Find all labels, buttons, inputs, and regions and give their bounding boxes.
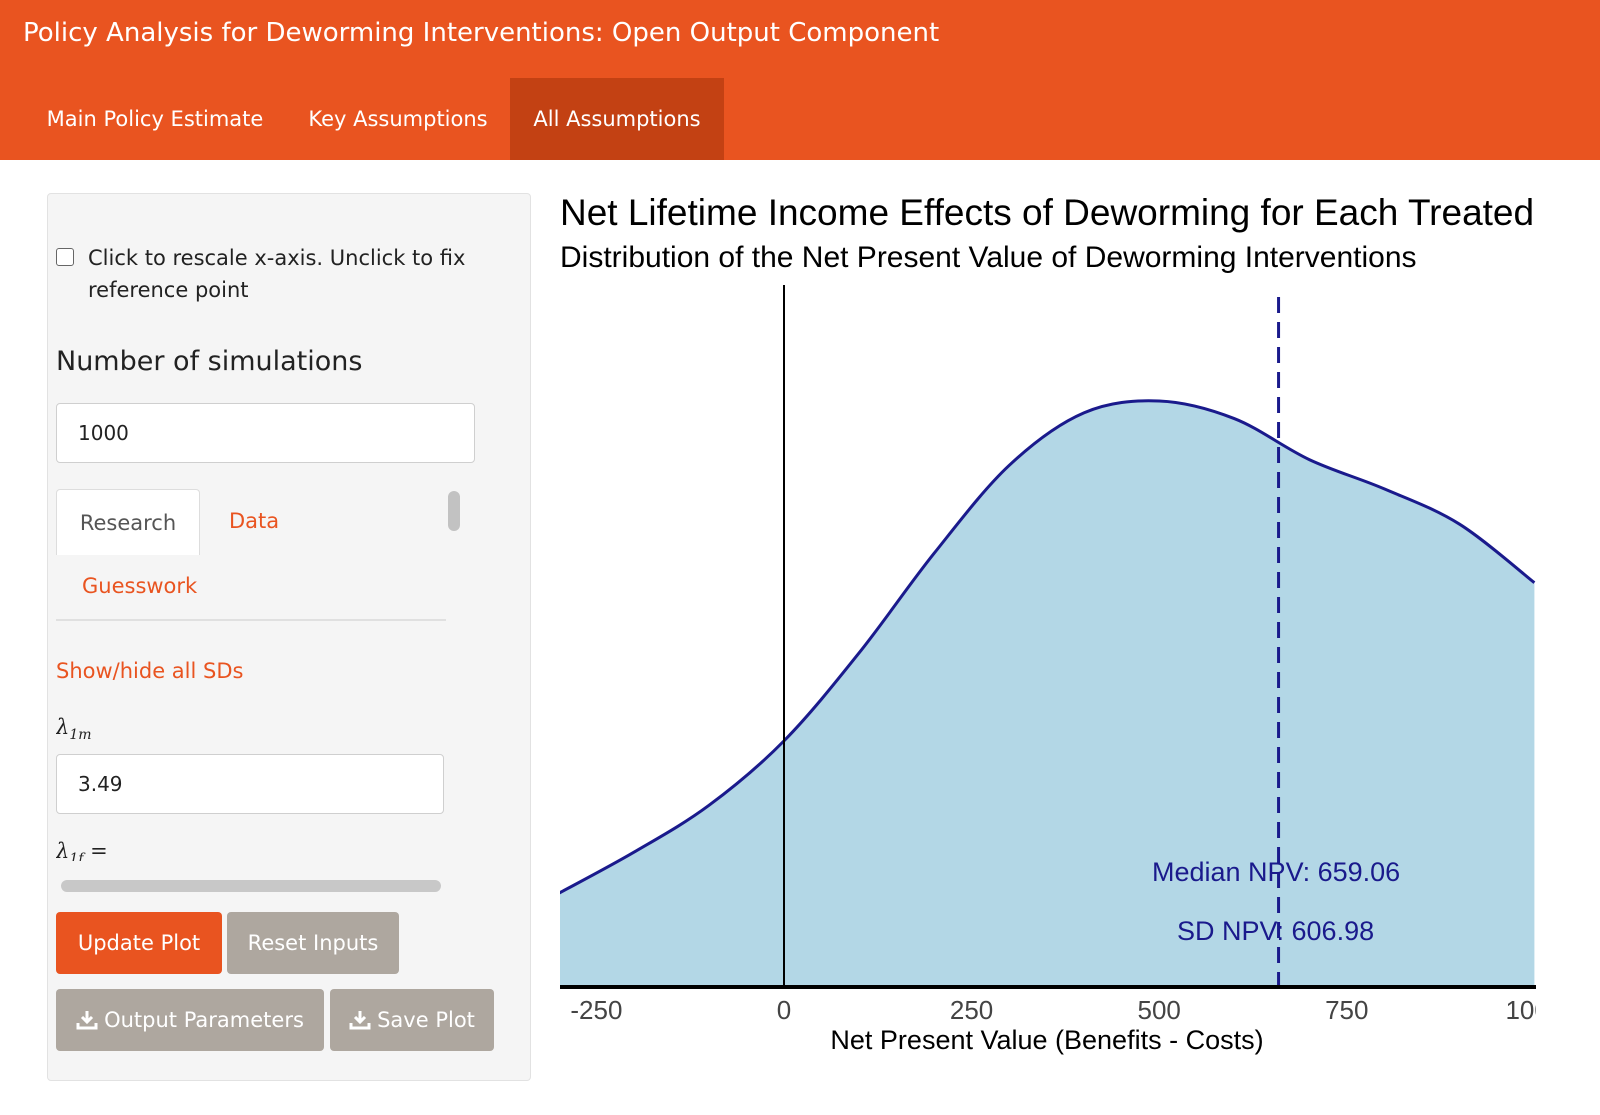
- tab-main-policy-estimate[interactable]: Main Policy Estimate: [46, 107, 264, 131]
- lambda-1f-subscript: 1f: [69, 851, 84, 861]
- density-area: [560, 400, 1535, 987]
- subtab-guesswork[interactable]: Guesswork: [82, 574, 198, 598]
- lambda-1f-symbol: λ: [56, 839, 70, 861]
- save-plot-button[interactable]: Save Plot: [330, 989, 494, 1051]
- subtab-divider: [56, 619, 446, 621]
- sd-npv-annotation: SD NPV: 606.98: [1177, 916, 1374, 946]
- npv-chart-svg: Net Lifetime Income Effects of Deworming…: [560, 192, 1563, 1055]
- tab-all-assumptions[interactable]: All Assumptions: [510, 78, 724, 160]
- download-icon: [76, 1011, 98, 1030]
- x-tick-label: 250: [950, 995, 993, 1025]
- update-plot-button[interactable]: Update Plot: [56, 912, 222, 974]
- lambda-1m-symbol: λ: [56, 715, 70, 739]
- app-title: Policy Analysis for Deworming Interventi…: [23, 18, 940, 48]
- download-icon: [349, 1011, 371, 1030]
- subtab-data[interactable]: Data: [229, 509, 280, 533]
- save-plot-label: Save Plot: [377, 1008, 475, 1032]
- chart-title: Net Lifetime Income Effects of Deworming…: [560, 192, 1534, 233]
- show-hide-sds-link[interactable]: Show/hide all SDs: [56, 659, 244, 683]
- simulations-label: Number of simulations: [56, 346, 363, 377]
- density-curve: [560, 399, 1536, 895]
- lambda-1m-subscript: 1m: [69, 727, 92, 744]
- rescale-label: Click to rescale x-axis. Unclick to fix …: [88, 246, 466, 302]
- assumptions-scroll-panel[interactable]: Research Data Guesswork Show/hide all SD…: [56, 489, 484, 887]
- lambda-1m-input[interactable]: 3.49: [56, 754, 444, 814]
- subtab-research[interactable]: Research: [56, 489, 200, 555]
- rescale-checkbox[interactable]: [56, 248, 74, 266]
- x-tick-label: 750: [1325, 995, 1368, 1025]
- lambda-1f-label: λ1f =: [56, 839, 108, 861]
- vertical-scrollbar-thumb[interactable]: [448, 491, 460, 531]
- output-parameters-button[interactable]: Output Parameters: [56, 989, 324, 1051]
- output-parameters-label: Output Parameters: [104, 1008, 304, 1032]
- tab-key-assumptions[interactable]: Key Assumptions: [308, 107, 488, 131]
- x-tick-label: 500: [1138, 995, 1181, 1025]
- npv-chart: Net Lifetime Income Effects of Deworming…: [560, 185, 1600, 1115]
- x-tick-label: -250: [570, 995, 622, 1025]
- vertical-scrollbar[interactable]: [448, 491, 460, 601]
- chart-subtitle: Distribution of the Net Present Value of…: [560, 241, 1417, 274]
- lambda-1m-label: λ1m: [56, 715, 92, 743]
- simulations-input[interactable]: 1000: [56, 403, 475, 463]
- sidebar-panel: Click to rescale x-axis. Unclick to fix …: [47, 193, 531, 1081]
- x-axis-label: Net Present Value (Benefits - Costs): [830, 1025, 1263, 1055]
- median-npv-annotation: Median NPV: 659.06: [1152, 857, 1400, 887]
- lambda-1f-equals: =: [83, 839, 108, 861]
- x-tick-label: 1000: [1505, 995, 1563, 1025]
- x-tick-label: 0: [777, 995, 791, 1025]
- reset-inputs-button[interactable]: Reset Inputs: [227, 912, 399, 974]
- top-navbar: Policy Analysis for Deworming Interventi…: [0, 0, 1600, 160]
- horizontal-scrollbar[interactable]: [61, 880, 441, 892]
